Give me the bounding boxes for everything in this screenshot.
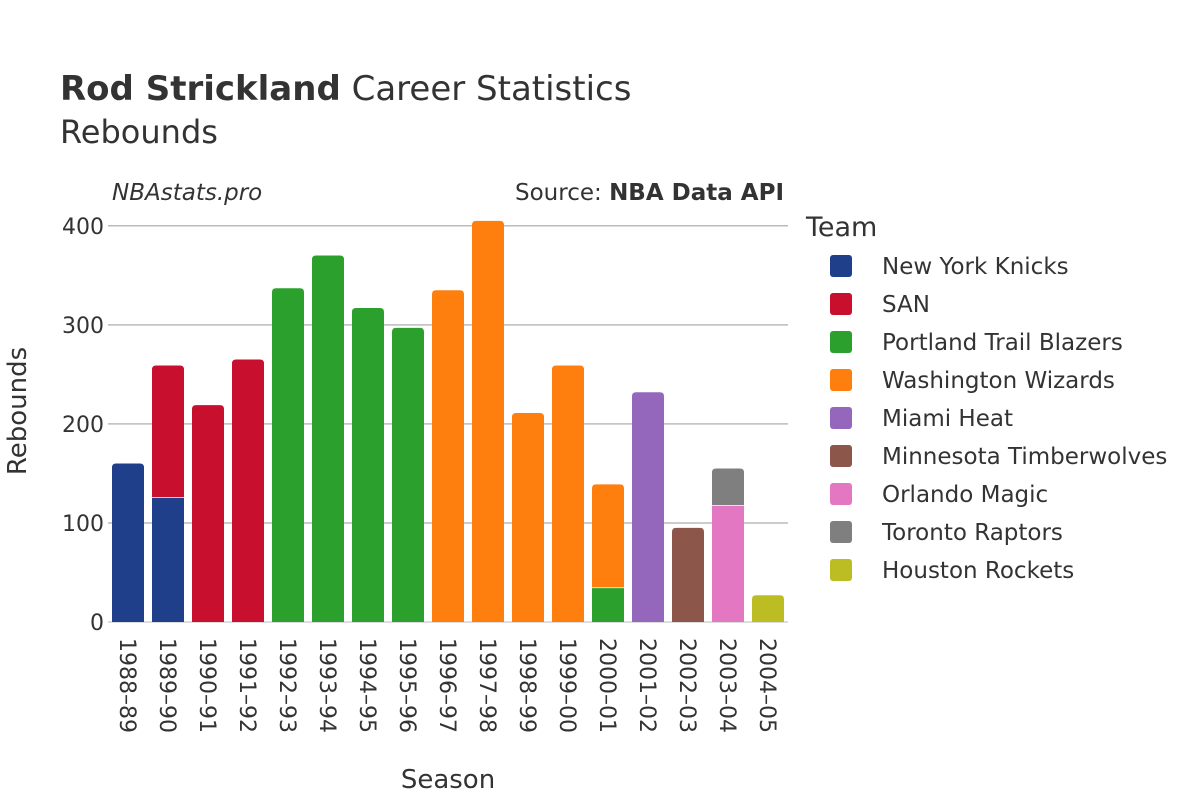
legend-title: Team xyxy=(805,212,877,243)
x-tick-label: 2000–01 xyxy=(594,638,619,733)
y-tick-label: 400 xyxy=(62,215,104,240)
legend-label: Washington Wizards xyxy=(882,368,1115,394)
bar-2000–01-washington-wizards xyxy=(592,484,624,588)
bar-1988–89-new-york-knicks xyxy=(112,463,144,622)
legend-swatch xyxy=(830,331,852,353)
legend-label: Minnesota Timberwolves xyxy=(882,444,1167,470)
source-name: NBA Data API xyxy=(609,180,784,206)
x-tick-label: 2001–02 xyxy=(634,638,659,733)
bar-1991–92-san xyxy=(232,359,264,622)
x-tick-label: 1989–90 xyxy=(154,638,179,733)
bar-2001–02-miami-heat xyxy=(632,392,664,622)
chart-title: Rod Strickland Career Statistics xyxy=(60,69,631,109)
legend-label: Miami Heat xyxy=(882,406,1013,432)
x-axis-title: Season xyxy=(401,765,495,795)
bar-2003–04-orlando-magic xyxy=(712,505,744,622)
y-axis-title: Rebounds xyxy=(3,347,33,475)
legend-swatch xyxy=(830,483,852,505)
legend-swatch xyxy=(830,293,852,315)
y-tick-label: 0 xyxy=(90,611,104,636)
legend-swatch xyxy=(830,369,852,391)
legend-label: New York Knicks xyxy=(882,254,1069,280)
bar-1995–96-portland-trail-blazers xyxy=(392,327,424,622)
legend-swatch xyxy=(830,521,852,543)
x-tick-label: 1988–89 xyxy=(114,638,139,733)
x-tick-label: 1997–98 xyxy=(474,638,499,733)
chart-title-player: Rod Strickland xyxy=(60,69,341,109)
x-tick-label: 1991–92 xyxy=(234,638,259,733)
legend: New York Knicks SAN Portland Trail Blazers… xyxy=(830,254,1167,584)
bar-1998–99-washington-wizards xyxy=(512,413,544,622)
x-tick-label: 1995–96 xyxy=(394,638,419,733)
source-prefix: Source: xyxy=(515,180,609,206)
x-tick-label: 2002–03 xyxy=(674,638,699,733)
x-tick-label: 1996–97 xyxy=(434,638,459,733)
source-label: Source: NBA Data API xyxy=(515,180,784,206)
bar-2004–05-houston-rockets xyxy=(752,595,784,622)
bar-2000–01-portland-trail-blazers xyxy=(592,587,624,622)
legend-label: Portland Trail Blazers xyxy=(882,330,1123,356)
bar-1990–91-san xyxy=(192,405,224,622)
legend-label: SAN xyxy=(882,292,930,318)
y-axis-ticks: 0 100 200 300 400 xyxy=(62,215,104,636)
x-tick-label: 1990–91 xyxy=(194,638,219,733)
x-tick-label: 1994–95 xyxy=(354,638,379,733)
bar-1999–00-washington-wizards xyxy=(552,365,584,622)
legend-swatch xyxy=(830,559,852,581)
x-axis-ticks: 1988–89 1989–90 1990–91 1991–92 1992–93 1993–… xyxy=(114,638,779,733)
bar-1997–98-washington-wizards xyxy=(472,220,504,622)
bar-1996–97-washington-wizards xyxy=(432,290,464,622)
bar-1992–93-portland-trail-blazers xyxy=(272,288,304,622)
y-tick-label: 200 xyxy=(62,413,104,438)
legend-swatch xyxy=(830,407,852,429)
chart-subtitle: Rebounds xyxy=(60,113,218,151)
x-tick-label: 1999–00 xyxy=(554,638,579,733)
legend-label: Houston Rockets xyxy=(882,558,1074,584)
x-tick-label: 1998–99 xyxy=(514,638,539,733)
x-tick-label: 1992–93 xyxy=(274,638,299,733)
legend-swatch xyxy=(830,255,852,277)
watermark: NBAstats.pro xyxy=(112,180,262,206)
legend-swatch xyxy=(830,445,852,467)
legend-label: Orlando Magic xyxy=(882,482,1048,508)
bar-1994–95-portland-trail-blazers xyxy=(352,308,384,622)
bar-2003–04-toronto-raptors xyxy=(712,468,744,506)
chart-title-rest: Career Statistics xyxy=(341,69,632,109)
bar-2002–03-minnesota-timberwolves xyxy=(672,527,704,622)
bar-1989–90-san xyxy=(152,365,184,498)
y-tick-label: 100 xyxy=(62,512,104,537)
bars xyxy=(112,220,784,622)
bar-1993–94-portland-trail-blazers xyxy=(312,255,344,622)
x-tick-label: 1993–94 xyxy=(314,638,339,733)
x-tick-label: 2003–04 xyxy=(714,638,739,733)
bar-1989–90-new-york-knicks xyxy=(152,497,184,622)
y-tick-label: 300 xyxy=(62,314,104,339)
x-tick-label: 2004–05 xyxy=(754,638,779,733)
legend-label: Toronto Raptors xyxy=(881,520,1063,546)
